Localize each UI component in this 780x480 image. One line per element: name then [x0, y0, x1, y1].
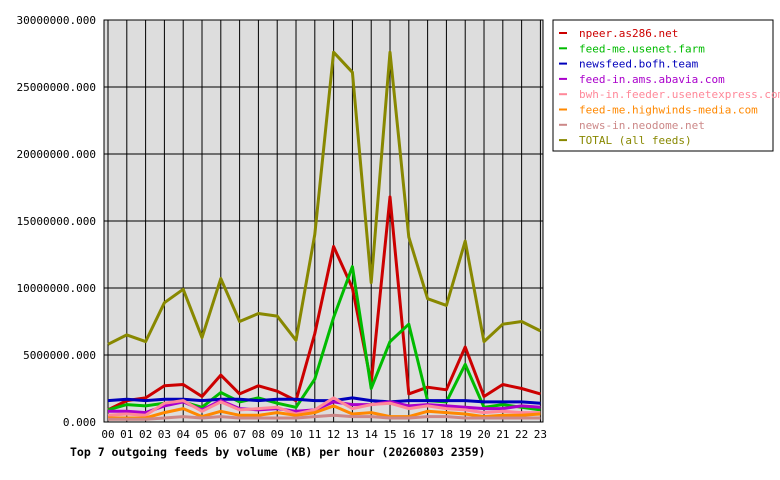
x-tick-label: 03 — [158, 428, 171, 441]
x-tick-label: 00 — [101, 428, 114, 441]
series-line-6 — [108, 413, 541, 421]
legend-entry: newsfeed.bofh.team — [579, 58, 699, 71]
x-tick-label: 15 — [383, 428, 396, 441]
y-tick-label: 5000000.000 — [23, 349, 96, 362]
x-tick-label: 17 — [421, 428, 434, 441]
legend-entry: bwh-in.feeder.usenetexpress.com — [579, 88, 780, 101]
x-tick-label: 01 — [120, 428, 133, 441]
legend-entry: news-in.neodome.net — [579, 119, 705, 132]
x-tick-label: 05 — [195, 428, 208, 441]
series-line-2 — [107, 396, 541, 405]
series-line-7 — [107, 50, 542, 346]
x-tick-label: 02 — [139, 428, 152, 441]
x-tick-label: 20 — [477, 428, 490, 441]
series-line-5 — [108, 404, 541, 420]
x-tick-label: 18 — [440, 428, 453, 441]
legend: npeer.as286.net feed-me.usenet.farm newsfe… — [552, 19, 780, 152]
legend-entry: feed-me.highwinds-media.com — [579, 104, 758, 117]
y-tick-labels: 0.000 5000000.000 10000000.000 15000000.000… — [17, 14, 96, 429]
y-tick-label: 15000000.000 — [17, 215, 96, 228]
series-line-0 — [107, 195, 541, 412]
y-tick-label: 30000000.000 — [17, 14, 96, 27]
x-tick-label: 16 — [402, 428, 415, 441]
y-tick-label: 20000000.000 — [17, 148, 96, 161]
legend-entry: TOTAL (all feeds) — [579, 134, 692, 147]
legend-entry: feed-in.ams.abavia.com — [579, 73, 725, 86]
y-tick-label: 25000000.000 — [17, 81, 96, 94]
x-tick-labels: 00 01 02 03 04 05 06 07 08 09 10 11 12 13 14 15 16 17 18 19… — [101, 428, 547, 441]
plot-frame — [103, 19, 544, 423]
legend-entry: feed-me.usenet.farm — [579, 42, 705, 55]
x-tick-label: 13 — [346, 428, 359, 441]
legend-entry: npeer.as286.net — [579, 27, 678, 40]
x-tick-label: 22 — [515, 428, 528, 441]
x-tick-label: 06 — [214, 428, 227, 441]
x-tick-label: 14 — [365, 428, 379, 441]
x-tick-label: 08 — [252, 428, 265, 441]
x-tick-label: 09 — [271, 428, 284, 441]
series-line-3 — [108, 399, 541, 415]
legend-box — [552, 19, 774, 152]
x-tick-label: 23 — [534, 428, 547, 441]
series-line-4 — [107, 396, 541, 417]
x-tick-label: 12 — [327, 428, 340, 441]
x-tick-label: 11 — [308, 428, 321, 441]
y-tick-label: 10000000.000 — [17, 282, 96, 295]
x-tick-label: 21 — [496, 428, 509, 441]
chart-title: Top 7 outgoing feeds by volume (KB) per … — [70, 445, 485, 459]
x-tick-label: 19 — [459, 428, 472, 441]
y-tick-label: 0.000 — [63, 416, 96, 429]
x-tick-label: 07 — [233, 428, 246, 441]
series-lines — [107, 50, 542, 421]
x-tick-label: 10 — [289, 428, 302, 441]
x-tick-label: 04 — [177, 428, 191, 441]
